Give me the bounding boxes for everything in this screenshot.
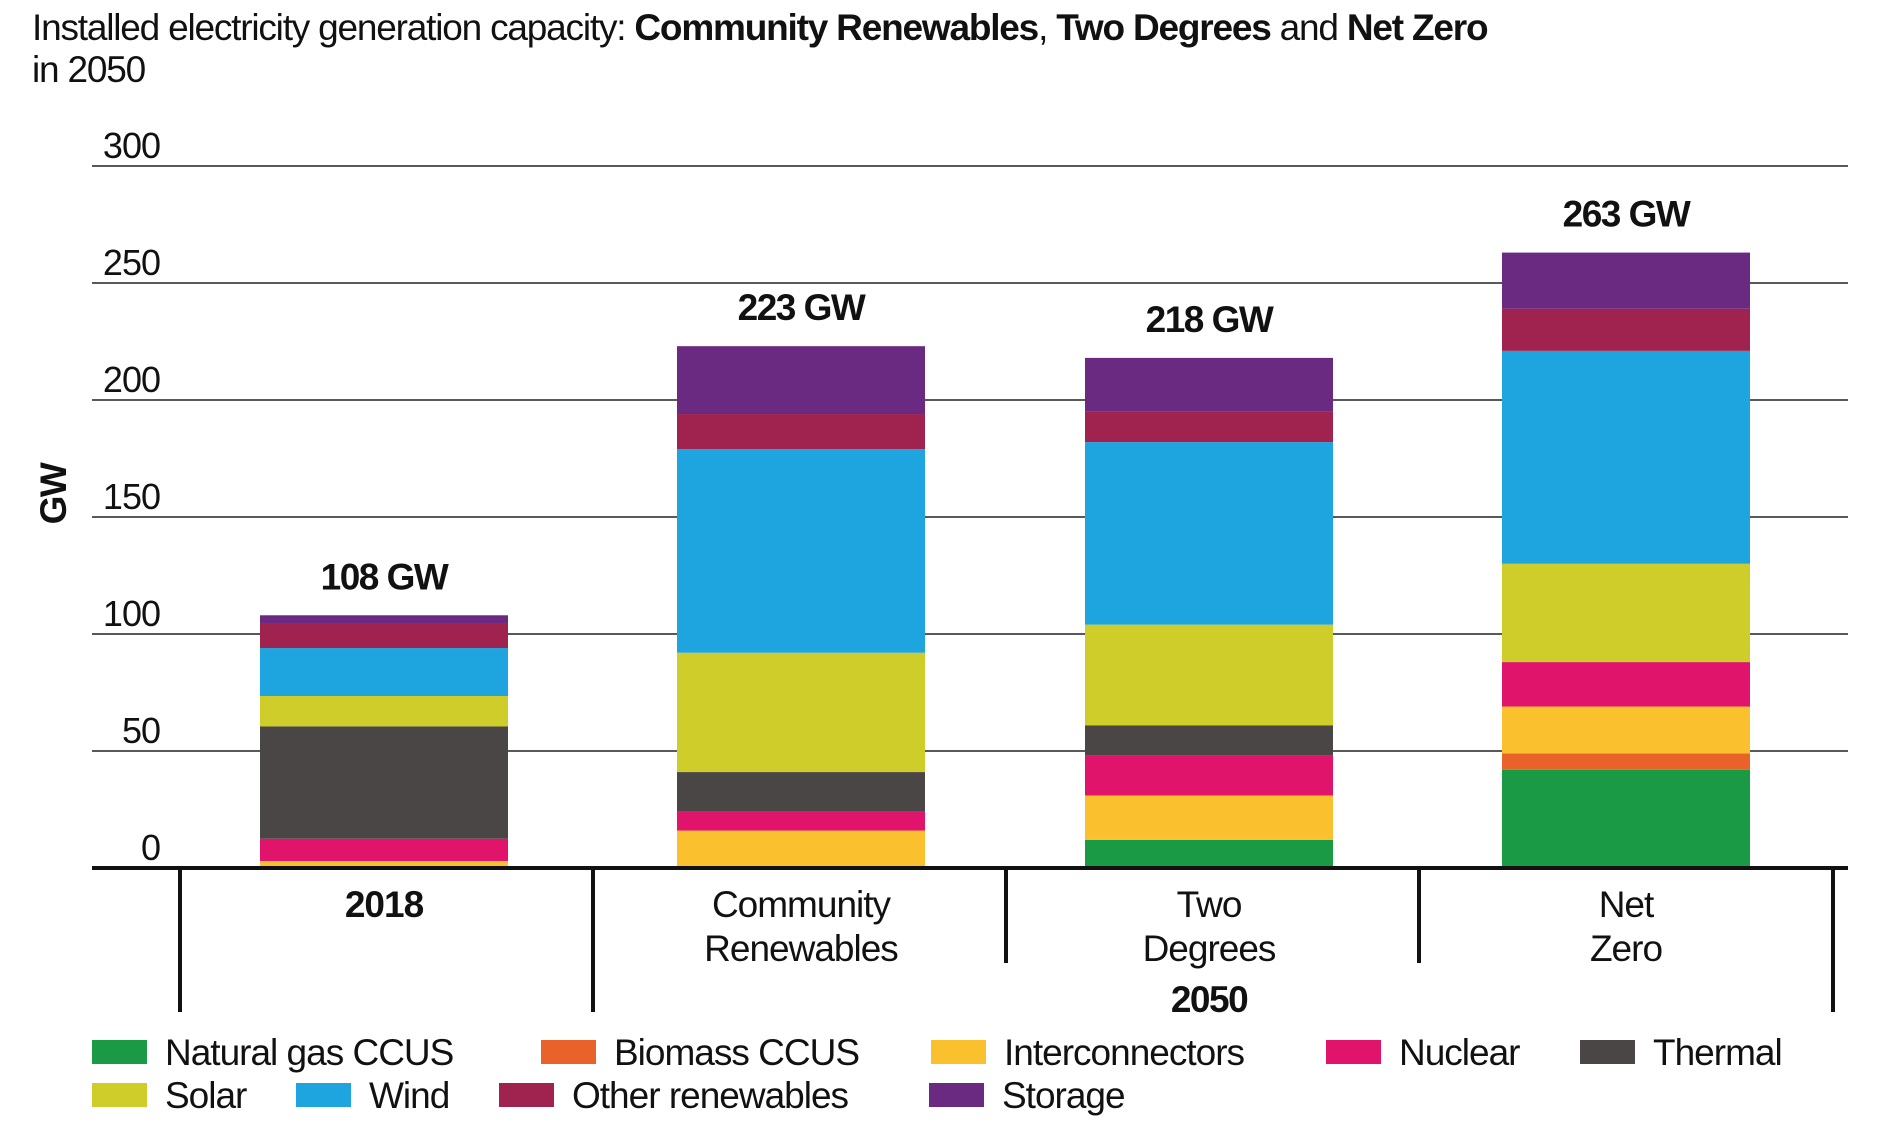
bar-segment-storage	[260, 615, 508, 624]
bar-stack: 108 GW	[260, 556, 508, 868]
category-label: Zero	[1590, 928, 1663, 969]
total-label: 218 GW	[1146, 299, 1274, 340]
legend-item: Storage	[929, 1075, 1126, 1116]
bar-segment-thermal	[1085, 725, 1333, 756]
bar-segment-other-renewables	[260, 623, 508, 649]
legend-label: Solar	[165, 1075, 247, 1116]
bars: 108 GW 223 GW 218 GW 263 GW	[260, 194, 1750, 868]
chart-title-line2: in 2050	[32, 49, 146, 90]
bar-segment-interconnectors	[1502, 706, 1750, 754]
y-tick-label: 200	[103, 359, 160, 400]
category-label: Net	[1599, 884, 1655, 925]
y-axis-label: GW	[33, 462, 74, 524]
bar-segment-natural-gas-ccus	[1502, 769, 1750, 868]
bar-segment-storage	[677, 346, 925, 415]
category-label: Renewables	[704, 928, 898, 969]
bar-segment-storage	[1085, 357, 1333, 412]
total-label: 223 GW	[738, 287, 866, 328]
legend-item: Natural gas CCUS	[92, 1032, 454, 1073]
legend-label: Natural gas CCUS	[165, 1032, 453, 1073]
category-label: Two	[1177, 884, 1242, 925]
y-tick-label: 250	[103, 242, 160, 283]
legend-swatch	[92, 1040, 147, 1064]
category-label: Community	[712, 884, 892, 925]
bar-segment-wind	[677, 449, 925, 653]
bar-segment-nuclear	[1085, 755, 1333, 796]
y-tick-label: 100	[103, 593, 160, 634]
total-label: 108 GW	[321, 556, 449, 597]
bar-segment-other-renewables	[677, 414, 925, 450]
y-tick-label: 50	[122, 710, 160, 751]
legend-swatch	[929, 1083, 984, 1107]
legend-label: Nuclear	[1399, 1032, 1520, 1073]
category-label: Degrees	[1143, 928, 1276, 969]
y-tick-label: 150	[103, 476, 160, 517]
chart-title: Installed electricity generation capacit…	[32, 7, 1488, 48]
legend-swatch	[541, 1040, 596, 1064]
legend-item: Interconnectors	[931, 1032, 1246, 1073]
bar-segment-biomass-ccus	[1502, 753, 1750, 770]
legend-label: Other renewables	[572, 1075, 849, 1116]
legend-item: Biomass CCUS	[541, 1032, 860, 1073]
bar-stack: 218 GW	[1085, 299, 1333, 868]
legend-label: Wind	[369, 1075, 449, 1116]
bar-segment-storage	[1502, 252, 1750, 309]
legend-item: Wind	[296, 1075, 450, 1116]
legend-item: Thermal	[1580, 1032, 1783, 1073]
total-label: 263 GW	[1563, 194, 1691, 235]
bar-segment-wind	[1502, 350, 1750, 564]
bar-segment-thermal	[677, 772, 925, 812]
legend-label: Interconnectors	[1004, 1032, 1245, 1073]
bar-segment-nuclear	[260, 838, 508, 861]
legend-item: Solar	[92, 1075, 248, 1116]
legend-label: Thermal	[1653, 1032, 1782, 1073]
legend-item: Other renewables	[499, 1075, 850, 1116]
bar-stack: 263 GW	[1502, 194, 1750, 868]
legend-swatch	[1580, 1040, 1635, 1064]
bar-stack: 223 GW	[677, 287, 925, 868]
bar-segment-other-renewables	[1085, 411, 1333, 443]
bar-segment-nuclear	[677, 811, 925, 831]
category-label: 2018	[345, 884, 424, 925]
bar-segment-interconnectors	[1085, 795, 1333, 840]
legend-swatch	[1326, 1040, 1381, 1064]
legend-item: Nuclear	[1326, 1032, 1521, 1073]
legend-swatch	[92, 1083, 147, 1107]
bar-segment-solar	[1085, 624, 1333, 726]
legend: Natural gas CCUS Biomass CCUS Interconnect…	[92, 1032, 1783, 1116]
legend-label: Storage	[1002, 1075, 1125, 1116]
legend-swatch	[499, 1083, 554, 1107]
bar-segment-other-renewables	[1502, 308, 1750, 351]
bar-segment-wind	[1085, 442, 1333, 625]
bar-segment-solar	[260, 696, 508, 727]
group-label-2050: 2050	[1171, 979, 1248, 1020]
bar-segment-solar	[677, 652, 925, 773]
bar-segment-natural-gas-ccus	[1085, 839, 1333, 868]
y-tick-label: 300	[103, 125, 160, 166]
bar-segment-solar	[1502, 563, 1750, 663]
bar-segment-nuclear	[1502, 662, 1750, 707]
bar-segment-thermal	[260, 726, 508, 839]
legend-label: Biomass CCUS	[614, 1032, 859, 1073]
bar-segment-wind	[260, 648, 508, 697]
legend-swatch	[931, 1040, 986, 1064]
y-tick-label: 0	[141, 827, 160, 868]
gridlines: 0 50 100 150 200 250 300	[92, 125, 1848, 868]
bar-segment-interconnectors	[260, 860, 508, 868]
bar-segment-interconnectors	[677, 830, 925, 868]
legend-swatch	[296, 1083, 351, 1107]
